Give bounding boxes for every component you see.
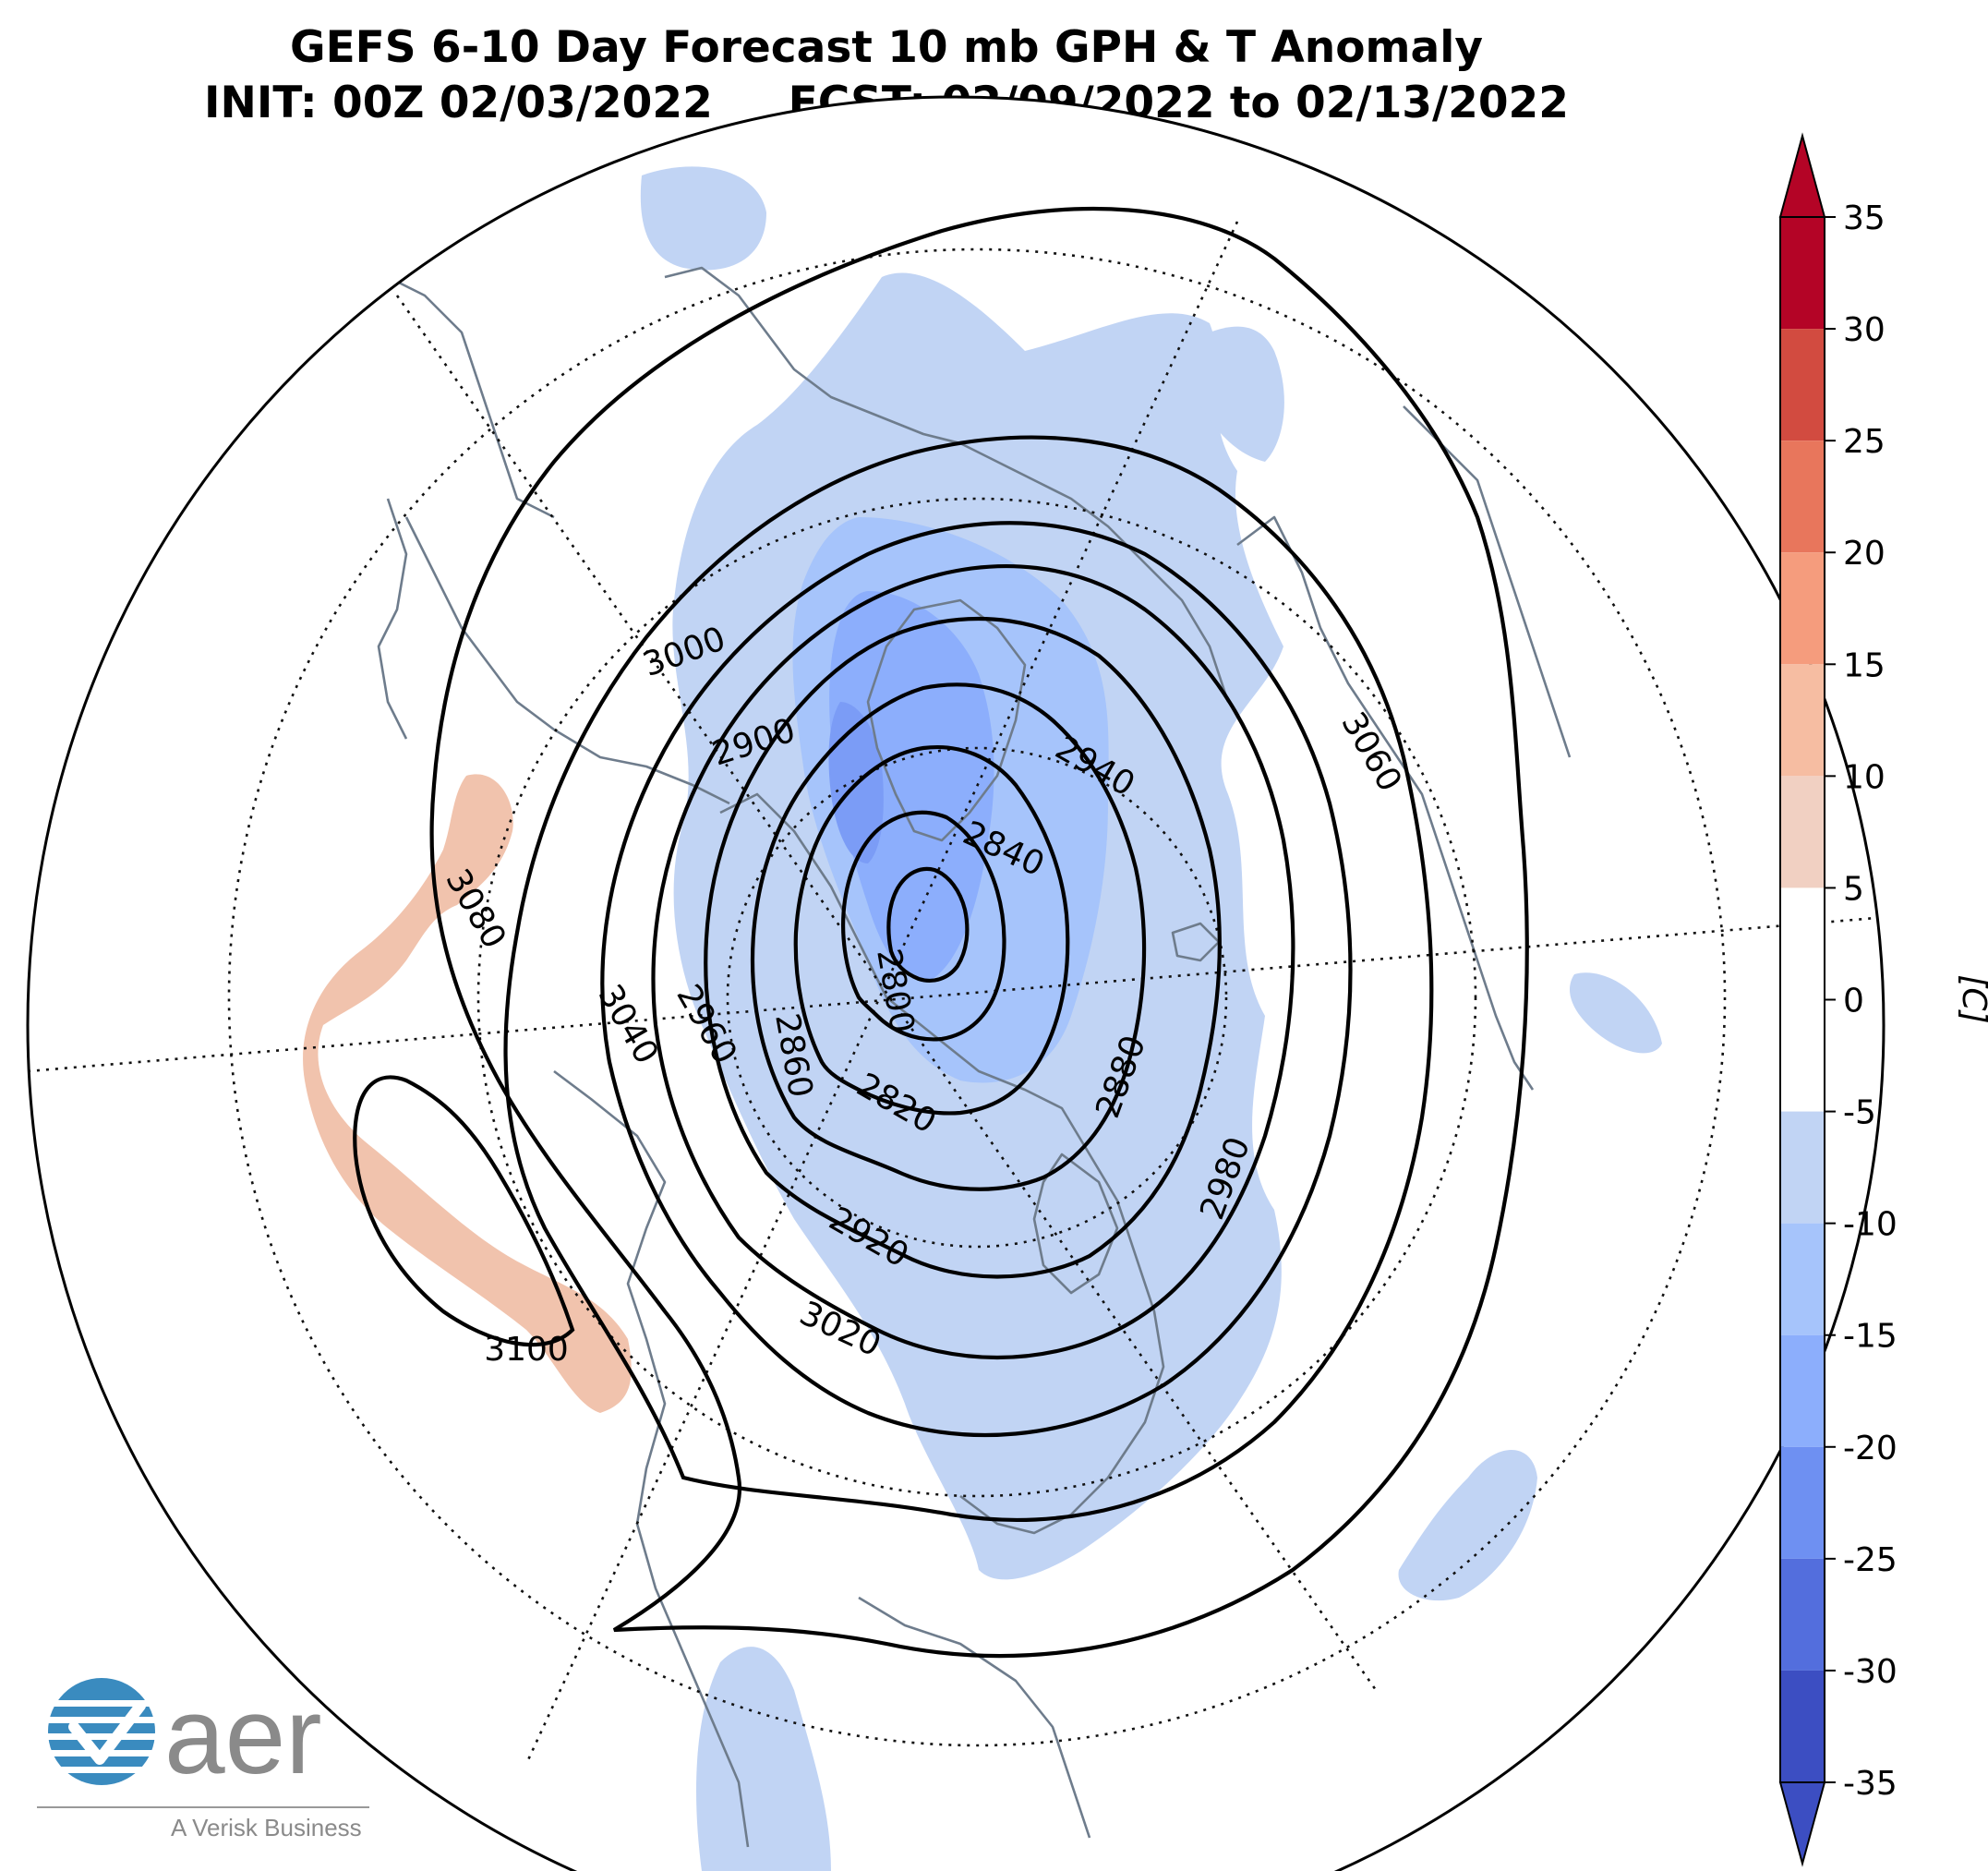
colorbar-segment--20-to--25	[1780, 1446, 1825, 1559]
colorbar-tick-label: -10	[1843, 1206, 1898, 1244]
colorbar-segment-5-to--5	[1780, 887, 1825, 1112]
coastline-scandinavia-europe	[1236, 515, 1535, 1091]
coastlines	[377, 266, 1572, 1848]
aer-tagline: A Verisk Business	[171, 1814, 362, 1841]
colorbar-segment-15-to-10	[1780, 664, 1825, 777]
latitude-circle-outer	[227, 247, 1727, 1747]
contour-2900	[750, 682, 1147, 1191]
colorbar-tick-label: -35	[1843, 1765, 1898, 1803]
contour-2800	[886, 866, 970, 983]
coastline-hudson-bay	[1032, 1153, 1119, 1295]
latitude-circle-middle	[476, 497, 1477, 1498]
coastline-alaska-bering	[553, 1069, 750, 1848]
contour-3020	[600, 521, 1353, 1438]
coastline-east-asia	[387, 275, 555, 519]
meridian-3	[524, 221, 1239, 1765]
colorbar-segment--5-to--10	[1780, 1111, 1825, 1224]
map-boundary	[26, 95, 1886, 1871]
meridian-2	[395, 295, 1378, 1691]
contour-2860	[793, 745, 1070, 1116]
cold-anomaly-region-southeast	[1398, 1450, 1537, 1601]
coastline-africa-europe	[1403, 405, 1572, 758]
colorbar-segment-30-to-25	[1780, 329, 1825, 441]
colorbar-segment--25-to--30	[1780, 1558, 1825, 1671]
colorbar-extend-max-triangle	[1778, 132, 1826, 218]
coastline-mexico-us	[858, 1596, 1091, 1839]
contour-2820	[841, 810, 1006, 1042]
aer-globe-icon	[44, 1678, 159, 1785]
colorbar-units-label: [C]	[1955, 974, 1988, 1023]
latitude-circle-inner	[726, 746, 1228, 1249]
colorbar-segment--30-to--35	[1780, 1670, 1825, 1782]
contour-3060	[429, 206, 1529, 1659]
meridian-1	[28, 912, 1884, 1073]
cold-anomaly-region-east	[1570, 972, 1662, 1054]
colorbar-tick-label: 20	[1843, 535, 1886, 573]
colorbar-tick-label: -5	[1843, 1094, 1876, 1132]
cold-anomaly-region-south	[696, 1647, 831, 1871]
coastline-greenland	[866, 598, 1027, 842]
contour-3040	[503, 435, 1434, 1523]
colorbar-segment-20-to-15	[1780, 552, 1825, 665]
coastline-kamchatka	[377, 498, 408, 740]
cold-anomaly-region-north	[640, 166, 766, 271]
graticule	[28, 221, 1884, 1765]
colorbar-tick-label: -20	[1843, 1430, 1898, 1467]
colorbar-tick-label: 10	[1843, 758, 1886, 796]
colorbar-segment-10-to-5	[1780, 776, 1825, 888]
colorbar-ticks: 35 30 25 20 15 10 5 0 -5 -10 -15 -20 -25 -30 -35	[1825, 199, 1898, 1803]
colorbar-tick-label: 25	[1843, 423, 1886, 461]
warm-anomaly-region-west	[303, 774, 632, 1413]
contour-label-3100-group: 3100	[484, 1331, 569, 1369]
contour-label-3100: 3100	[484, 1331, 569, 1369]
coastline-north-america-arctic	[719, 792, 1165, 1535]
coastline-siberia	[404, 516, 730, 805]
colorbar-segments	[1778, 132, 1826, 1867]
coastline-iceland	[1171, 922, 1221, 962]
colorbar-segment-35-to-30	[1780, 217, 1825, 330]
aer-logo: aer A Verisk Business	[37, 1675, 379, 1842]
colorbar-segment--15-to--20	[1780, 1334, 1825, 1447]
colorbar-extend-min-triangle	[1778, 1781, 1826, 1867]
colorbar-tick-label: -15	[1843, 1318, 1898, 1356]
colorbar-segment--10-to--15	[1780, 1223, 1825, 1335]
colorbar-tick-label: -25	[1843, 1541, 1898, 1579]
aer-wordmark: aer	[164, 1676, 322, 1797]
contour-2980	[651, 564, 1295, 1359]
contour-2940	[704, 616, 1222, 1279]
colorbar-tick-label: 15	[1843, 646, 1886, 684]
colorbar-segment-25-to-20	[1780, 441, 1825, 553]
colorbar-tick-label: -30	[1843, 1653, 1898, 1691]
colorbar-tick-label: 30	[1843, 311, 1886, 349]
contour-3100	[353, 1075, 575, 1347]
aer-logo-graphic: aer A Verisk Business	[37, 1675, 369, 1841]
gph-contours	[353, 206, 1529, 1659]
colorbar-tick-label: 35	[1843, 199, 1886, 237]
colorbar-tick-label: 0	[1843, 983, 1864, 1020]
colorbar-tick-label: 5	[1843, 870, 1864, 908]
cold-anomaly-region-northeast	[1173, 326, 1284, 462]
title-line-1: GEFS 6-10 Day Forecast 10 mb GPH & T Ano…	[290, 22, 1483, 73]
